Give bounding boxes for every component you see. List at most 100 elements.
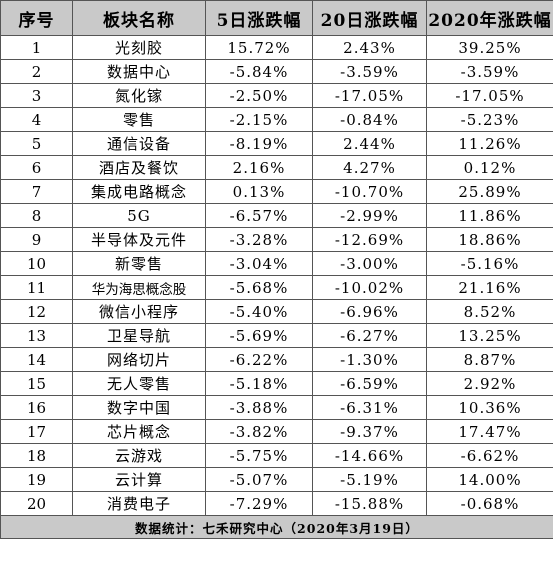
table-row: 6 酒店及餐饮 2.16% 4.27% 0.12% [0,155,553,180]
change-5day: -7.29% [205,491,313,516]
change-5day: 15.72% [205,35,313,60]
table-row: 10 新零售 -3.04% -3.00% -5.16% [0,251,553,276]
change-5day: -2.15% [205,107,313,132]
change-2020: -6.62% [426,443,553,468]
row-index: 18 [0,443,73,468]
change-5day: -5.68% [205,275,313,300]
row-index: 16 [0,395,73,420]
change-5day: -6.22% [205,347,313,372]
change-20day: -6.59% [312,371,427,396]
change-5day: 0.13% [205,179,313,204]
change-5day: -3.88% [205,395,313,420]
change-2020: 8.87% [426,347,553,372]
row-index: 1 [0,35,73,60]
sector-name: 云计算 [72,467,206,492]
header-2020-change: 2020年涨跌幅 [426,0,553,36]
sector-name: 无人零售 [72,371,206,396]
change-20day: -12.69% [312,227,427,252]
change-20day: -2.99% [312,203,427,228]
change-2020: 18.86% [426,227,553,252]
change-20day: -6.96% [312,299,427,324]
row-index: 2 [0,59,73,84]
sector-name: 数据中心 [72,59,206,84]
sector-name: 网络切片 [72,347,206,372]
row-index: 17 [0,419,73,444]
sector-name: 酒店及餐饮 [72,155,206,180]
table-row: 17 芯片概念 -3.82% -9.37% 17.47% [0,419,553,444]
table-row: 18 云游戏 -5.75% -14.66% -6.62% [0,443,553,468]
row-index: 14 [0,347,73,372]
table-row: 5 通信设备 -8.19% 2.44% 11.26% [0,131,553,156]
row-index: 13 [0,323,73,348]
table-row: 1 光刻胶 15.72% 2.43% 39.25% [0,35,553,60]
change-5day: -5.75% [205,443,313,468]
table-row: 9 半导体及元件 -3.28% -12.69% 18.86% [0,227,553,252]
sector-name: 微信小程序 [72,299,206,324]
change-2020: 25.89% [426,179,553,204]
change-2020: -0.68% [426,491,553,516]
row-index: 11 [0,275,73,300]
change-2020: 21.16% [426,275,553,300]
change-2020: 13.25% [426,323,553,348]
change-5day: -2.50% [205,83,313,108]
change-2020: -17.05% [426,83,553,108]
change-20day: -6.27% [312,323,427,348]
change-2020: 11.86% [426,203,553,228]
sector-name: 氮化镓 [72,83,206,108]
header-row: 序号 板块名称 5日涨跌幅 20日涨跌幅 2020年涨跌幅 [0,0,553,36]
table-row: 13 卫星导航 -5.69% -6.27% 13.25% [0,323,553,348]
change-20day: -0.84% [312,107,427,132]
sector-name: 数字中国 [72,395,206,420]
row-index: 6 [0,155,73,180]
change-20day: -3.59% [312,59,427,84]
change-2020: 2.92% [426,371,553,396]
change-5day: -3.28% [205,227,313,252]
change-2020: 14.00% [426,467,553,492]
change-2020: 8.52% [426,299,553,324]
change-2020: -3.59% [426,59,553,84]
change-20day: -10.02% [312,275,427,300]
row-index: 8 [0,203,73,228]
footer-row: 数据统计：七禾研究中心（2020年3月19日） [0,515,553,539]
table-row: 7 集成电路概念 0.13% -10.70% 25.89% [0,179,553,204]
change-5day: -5.84% [205,59,313,84]
sector-name: 5G [72,203,206,228]
change-2020: -5.16% [426,251,553,276]
sector-performance-table: 序号 板块名称 5日涨跌幅 20日涨跌幅 2020年涨跌幅 1 光刻胶 15.72%… [0,0,553,539]
change-5day: -5.18% [205,371,313,396]
row-index: 5 [0,131,73,156]
table-row: 14 网络切片 -6.22% -1.30% 8.87% [0,347,553,372]
row-index: 3 [0,83,73,108]
row-index: 12 [0,299,73,324]
change-2020: 10.36% [426,395,553,420]
row-index: 19 [0,467,73,492]
sector-name: 通信设备 [72,131,206,156]
change-20day: -9.37% [312,419,427,444]
header-index: 序号 [0,0,73,36]
change-20day: -5.19% [312,467,427,492]
row-index: 10 [0,251,73,276]
change-20day: 2.44% [312,131,427,156]
change-20day: -15.88% [312,491,427,516]
table-row: 20 消费电子 -7.29% -15.88% -0.68% [0,491,553,516]
table-row: 8 5G -6.57% -2.99% 11.86% [0,203,553,228]
change-20day: -1.30% [312,347,427,372]
sector-name: 新零售 [72,251,206,276]
change-20day: -14.66% [312,443,427,468]
change-20day: -3.00% [312,251,427,276]
sector-name: 卫星导航 [72,323,206,348]
table-row: 16 数字中国 -3.88% -6.31% 10.36% [0,395,553,420]
sector-name: 芯片概念 [72,419,206,444]
table-row: 15 无人零售 -5.18% -6.59% 2.92% [0,371,553,396]
sector-name: 云游戏 [72,443,206,468]
table-row: 12 微信小程序 -5.40% -6.96% 8.52% [0,299,553,324]
row-index: 20 [0,491,73,516]
change-5day: -3.82% [205,419,313,444]
table-body: 1 光刻胶 15.72% 2.43% 39.25% 2 数据中心 -5.84% -3.59% -3… [0,35,553,516]
sector-name: 半导体及元件 [72,227,206,252]
change-2020: 0.12% [426,155,553,180]
row-index: 7 [0,179,73,204]
change-20day: -10.70% [312,179,427,204]
change-5day: -5.69% [205,323,313,348]
